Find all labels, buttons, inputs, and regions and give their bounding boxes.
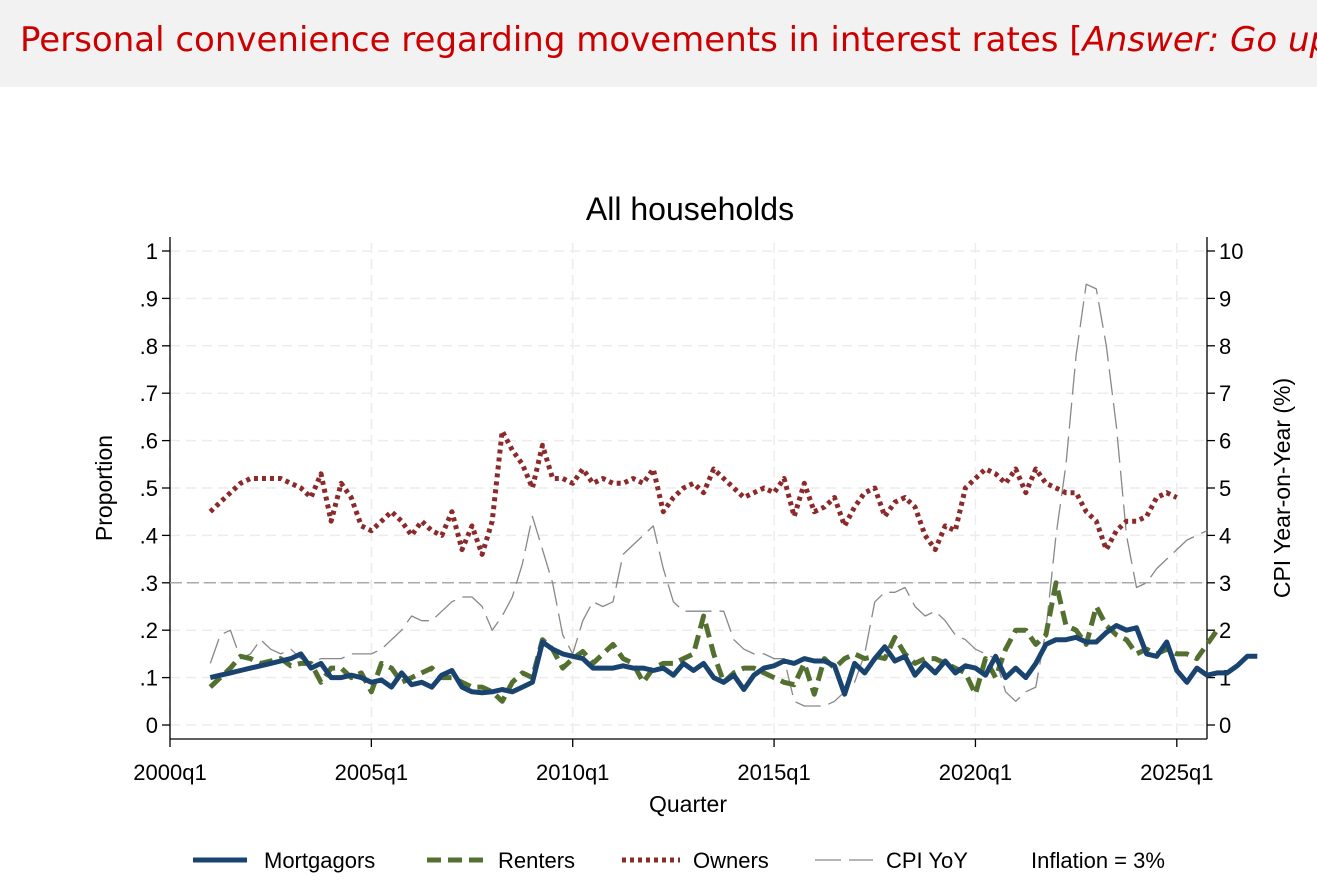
y-tick-label: 1 bbox=[146, 239, 158, 264]
x-tick-label: 2010q1 bbox=[536, 760, 609, 785]
legend-label: Mortgagors bbox=[264, 848, 375, 873]
x-tick-label: 2025q1 bbox=[1140, 760, 1213, 785]
legend-label: CPI YoY bbox=[886, 848, 968, 873]
y-tick-label: 0 bbox=[146, 713, 158, 738]
y2-tick-label: 10 bbox=[1219, 239, 1243, 264]
legend-label: Renters bbox=[498, 848, 575, 873]
y2-tick-label: 9 bbox=[1219, 286, 1231, 311]
series-layer bbox=[170, 283, 1258, 707]
x-tick-label: 2005q1 bbox=[335, 760, 408, 785]
y-tick-label: .5 bbox=[140, 476, 158, 501]
y-tick-label: .4 bbox=[140, 523, 158, 548]
question-banner: Personal convenience regarding movements… bbox=[0, 0, 1317, 87]
series-line-owners bbox=[208, 428, 1178, 557]
y2-tick-label: 5 bbox=[1219, 476, 1231, 501]
question-text: Personal convenience regarding movements… bbox=[20, 20, 1059, 60]
y-tick-label: .1 bbox=[140, 666, 158, 691]
y2-tick-label: 7 bbox=[1219, 381, 1231, 406]
x-axis-label: Quarter bbox=[649, 791, 727, 817]
chart-title: All households bbox=[586, 191, 794, 227]
y2-tick-label: 2 bbox=[1219, 618, 1231, 643]
y-tick-label: .9 bbox=[140, 286, 158, 311]
y2-tick-label: 8 bbox=[1219, 334, 1231, 359]
y2-tick-label: 3 bbox=[1219, 571, 1231, 596]
y-tick-label: .8 bbox=[140, 334, 158, 359]
series-line-mortgagors bbox=[209, 623, 1258, 697]
x-tick-label: 2020q1 bbox=[939, 760, 1012, 785]
y2-tick-label: 6 bbox=[1219, 429, 1231, 454]
y-tick-label: .7 bbox=[140, 381, 158, 406]
y-tick-label: .6 bbox=[140, 429, 158, 454]
y-tick-label: .2 bbox=[140, 618, 158, 643]
question-title: Personal convenience regarding movements… bbox=[20, 20, 1317, 60]
legend-label-reference: Inflation = 3% bbox=[1031, 848, 1165, 873]
series-line-renters bbox=[208, 580, 1220, 704]
answer-open-bracket: [ bbox=[1069, 20, 1083, 60]
y2-tick-label: 0 bbox=[1219, 713, 1231, 738]
legend: Mortgagors Renters Owners CPI YoY Inflation … bbox=[193, 848, 1165, 873]
grid bbox=[169, 243, 1207, 733]
x-tick-label: 2000q1 bbox=[133, 760, 206, 785]
y-tick-label: .3 bbox=[140, 571, 158, 596]
series-line-cpi-yoy bbox=[209, 283, 1208, 707]
y2-tick-label: 4 bbox=[1219, 523, 1231, 548]
answer-label: Answer: Go up bbox=[1082, 20, 1317, 60]
x-tick-label: 2015q1 bbox=[737, 760, 810, 785]
y-axis-label: Proportion bbox=[91, 435, 117, 541]
y2-axis-label: CPI Year-on-Year (%) bbox=[1269, 378, 1295, 598]
legend-label: Owners bbox=[693, 848, 769, 873]
